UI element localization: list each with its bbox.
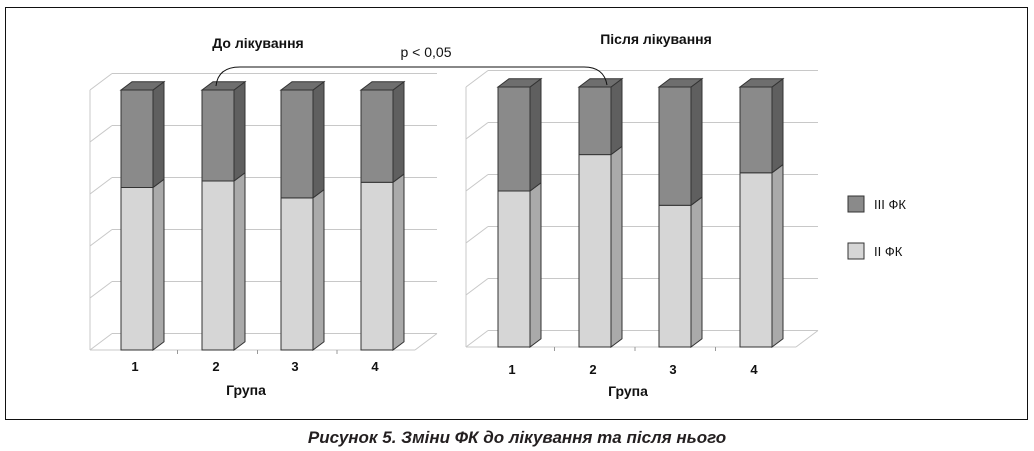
bar-iii-fk-side <box>529 77 542 192</box>
gridline-diagonal <box>89 125 113 143</box>
gridline-diagonal <box>89 229 113 247</box>
x-axis-label: Група <box>226 382 266 398</box>
legend-swatch-iii-fk <box>847 195 865 213</box>
x-tick-label: 2 <box>589 362 596 377</box>
bar-top-face <box>200 81 247 91</box>
bar-top-face <box>119 81 166 91</box>
x-tick-label: 2 <box>212 359 219 374</box>
bar-ii-fk <box>497 190 531 348</box>
bar-ii-fk-side <box>529 181 542 348</box>
bar-ii-fk-side <box>312 188 325 351</box>
gridline-diagonal <box>89 333 113 351</box>
bar-iii-fk-side <box>152 80 165 189</box>
bar-ii-fk <box>739 172 773 348</box>
bar-top-face <box>577 78 624 88</box>
bar-group-4 <box>359 80 406 351</box>
bar-top-face <box>496 78 543 88</box>
bar-iii-fk-side <box>610 77 623 156</box>
gridline-diagonal <box>89 73 113 91</box>
bar-group-1 <box>496 77 543 348</box>
bar-ii-fk <box>201 180 235 351</box>
panel-title: Після лікування <box>600 31 712 47</box>
legend: III ФК II ФК <box>847 195 906 260</box>
bar-ii-fk <box>360 181 394 351</box>
bar-iii-fk <box>658 86 692 206</box>
bar-iii-fk-side <box>312 80 325 199</box>
chart-panel-2: 1 2 3 4 Після лікування Група <box>465 31 819 399</box>
gridline-diagonal <box>465 174 489 192</box>
bar-iii-fk <box>120 89 154 188</box>
gridline-diagonal <box>89 281 113 299</box>
x-tick-label: 1 <box>508 362 515 377</box>
bar-iii-fk-side <box>690 77 703 207</box>
x-tick-label: 3 <box>669 362 676 377</box>
legend-label: II ФК <box>874 244 903 259</box>
legend-swatch-ii-fk <box>847 242 865 260</box>
bar-group-1 <box>119 80 166 351</box>
bar-iii-fk <box>497 86 531 192</box>
bar-iii-fk <box>578 86 612 156</box>
legend-label: III ФК <box>874 197 906 212</box>
bar-ii-fk-side <box>152 178 165 351</box>
bar-ii-fk-side <box>233 171 246 351</box>
panel-title: До лікування <box>212 35 303 51</box>
bar-group-4 <box>738 77 785 348</box>
bar-ii-fk <box>578 154 612 348</box>
gridline-diagonal <box>465 70 489 88</box>
bar-top-face <box>359 81 406 91</box>
bar-iii-fk-side <box>392 80 405 184</box>
chart-panel-1: 1 2 3 4 До лікування Група <box>89 35 438 398</box>
bar-ii-fk-side <box>690 196 703 348</box>
x-axis-label: Група <box>608 383 648 399</box>
x-tick-label: 1 <box>131 359 138 374</box>
floor-edge-diagonal <box>795 330 819 348</box>
bar-iii-fk <box>739 86 773 174</box>
bar-ii-fk-side <box>610 145 623 348</box>
bar-group-3 <box>279 80 326 351</box>
figure-caption: Рисунок 5. Зміни ФК до лікування та післ… <box>307 428 727 447</box>
bar-ii-fk-side <box>771 163 784 348</box>
gridline-diagonal <box>465 278 489 296</box>
bar-iii-fk-side <box>233 80 246 182</box>
bar-ii-fk <box>280 197 314 351</box>
significance-bracket <box>215 66 608 87</box>
bar-iii-fk <box>280 89 314 199</box>
floor-edge-diagonal <box>414 333 438 351</box>
bar-group-2 <box>200 80 247 351</box>
bar-iii-fk-side <box>771 77 784 174</box>
bar-top-face <box>279 81 326 91</box>
gridline-diagonal <box>465 330 489 348</box>
bar-ii-fk <box>658 204 692 348</box>
x-tick-label: 4 <box>750 362 758 377</box>
x-tick-label: 3 <box>291 359 298 374</box>
bar-iii-fk <box>360 89 394 183</box>
bar-group-3 <box>657 77 704 348</box>
gridline-diagonal <box>465 226 489 244</box>
bar-iii-fk <box>201 89 235 182</box>
bar-top-face <box>738 78 785 88</box>
bar-group-2 <box>577 77 624 348</box>
gridline-diagonal <box>465 122 489 140</box>
significance-label: p < 0,05 <box>401 44 452 60</box>
bar-ii-fk <box>120 187 154 351</box>
bar-top-face <box>657 78 704 88</box>
bar-ii-fk-side <box>392 173 405 351</box>
x-tick-label: 4 <box>371 359 379 374</box>
gridline-diagonal <box>89 177 113 195</box>
